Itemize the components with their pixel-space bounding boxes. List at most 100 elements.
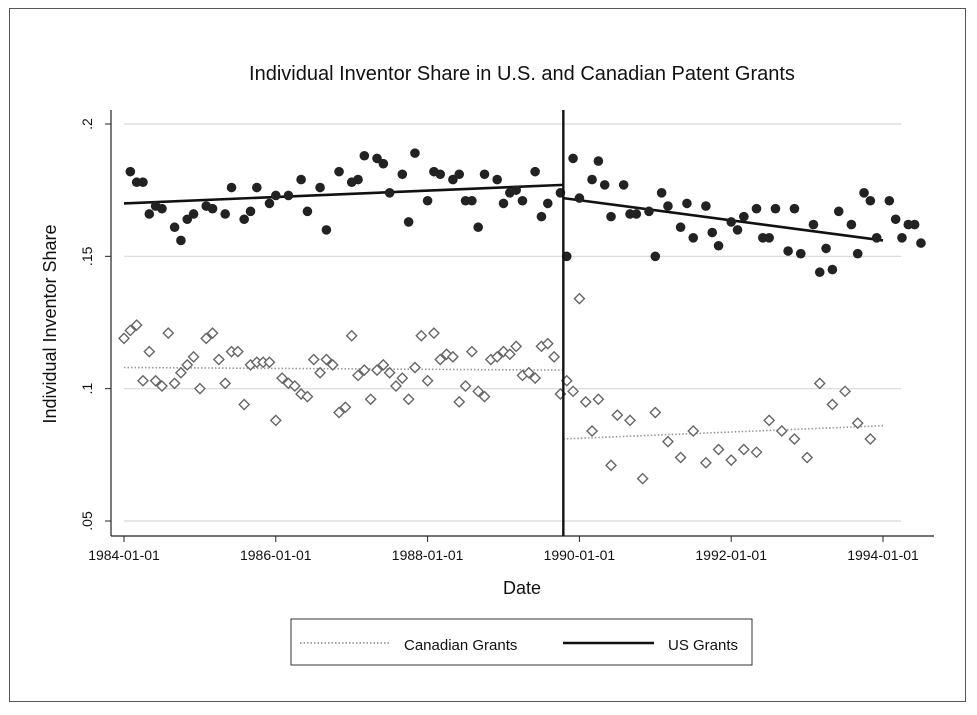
axes: .05 .1 .15 .2 1984-01-01 1986-01-01 1988-01-01…: [79, 110, 934, 563]
us-point: [239, 214, 249, 225]
canadian-point: [326, 358, 339, 371]
canadian-point: [118, 332, 130, 345]
us-point: [410, 148, 420, 158]
canadian-point: [712, 443, 725, 456]
us-point: [220, 209, 230, 219]
us-point: [283, 190, 294, 201]
canadian-point: [181, 358, 194, 371]
canadian-point: [212, 353, 225, 366]
us-point: [403, 217, 414, 227]
canadian-point: [421, 374, 434, 387]
canadian-point: [377, 358, 390, 371]
canadian-point: [611, 409, 624, 422]
y-tick-label: .15: [79, 246, 95, 266]
canadian-point: [333, 406, 346, 419]
canadian-point: [371, 364, 383, 377]
us-fit-line: [123, 183, 564, 205]
us-point: [739, 211, 749, 222]
us-point: [795, 248, 806, 259]
canadian-point: [839, 385, 852, 398]
us-point: [530, 166, 540, 177]
us-point: [498, 198, 509, 209]
us-point: [656, 188, 667, 198]
canadian-point: [143, 345, 156, 358]
us-point: [897, 233, 907, 243]
chart-title: Individual Inventor Share in U.S. and Ca…: [249, 63, 795, 85]
us-point: [454, 169, 465, 180]
canadian-point: [187, 350, 200, 363]
canadian-point: [624, 414, 636, 427]
us-point: [859, 188, 869, 198]
us-point: [675, 222, 686, 233]
canadian-point: [636, 472, 649, 485]
canadian-point: [478, 390, 491, 403]
canadian-point: [826, 398, 839, 411]
canadian-point: [364, 393, 377, 406]
us-point: [783, 246, 793, 256]
canadian-point: [130, 319, 143, 332]
us-point: [435, 169, 446, 180]
us-point: [846, 219, 857, 230]
canadian-point: [592, 393, 605, 406]
x-tick-label: 1992-01-01: [695, 547, 767, 563]
us-point: [726, 217, 736, 227]
us-point: [467, 195, 477, 206]
canadian-point: [427, 327, 440, 340]
canadian-point: [345, 329, 358, 342]
canadian-point: [155, 380, 168, 393]
x-tick-label: 1994-01-01: [847, 547, 919, 563]
us-point: [517, 195, 528, 206]
us-point: [606, 211, 616, 222]
canadian-point: [548, 350, 561, 363]
us-point: [125, 166, 136, 177]
us-point: [245, 206, 256, 217]
us-point: [271, 190, 281, 201]
us-point: [631, 209, 642, 219]
y-tick-label: .1: [79, 383, 95, 395]
canadian-point: [763, 414, 776, 427]
us-point: [688, 233, 699, 243]
us-point: [188, 209, 199, 219]
canadian-point: [320, 353, 333, 366]
us-point: [871, 233, 882, 243]
canadian-point: [725, 454, 738, 467]
us-point: [169, 222, 180, 233]
us-point: [359, 150, 370, 161]
gridlines: [124, 123, 901, 522]
us-point: [315, 182, 325, 193]
us-point: [732, 225, 743, 235]
canadian-point: [459, 380, 472, 393]
us-point: [574, 193, 585, 203]
us-point: [701, 201, 711, 211]
us-point: [157, 203, 167, 214]
canadian-point: [231, 345, 244, 358]
us-point: [542, 198, 553, 209]
canadian-point: [510, 340, 523, 353]
us-point: [536, 211, 547, 222]
us-point: [473, 222, 484, 233]
us-point: [207, 203, 218, 214]
x-axis-label: Date: [503, 578, 541, 598]
canadian-point: [737, 443, 750, 456]
x-tick-label: 1986-01-01: [240, 547, 312, 563]
us-point: [587, 174, 597, 185]
us-point: [448, 174, 458, 185]
canadian-point: [674, 451, 687, 464]
us-point: [264, 198, 275, 209]
canadian-point: [687, 425, 700, 438]
canadian-point: [446, 350, 459, 363]
canadian-point: [206, 327, 219, 340]
us-point: [814, 267, 825, 278]
fit-lines: [123, 183, 884, 440]
canadian-point: [124, 324, 137, 337]
canadian-point: [567, 385, 580, 398]
us-point: [751, 203, 762, 214]
us-point: [176, 235, 186, 246]
canadian-point: [415, 329, 428, 342]
canadian-point: [219, 377, 232, 390]
canadian-point: [269, 414, 282, 427]
canadian-point: [579, 395, 592, 408]
canadian-point: [699, 456, 712, 469]
canadian-point: [276, 372, 289, 385]
us-point: [182, 214, 193, 225]
